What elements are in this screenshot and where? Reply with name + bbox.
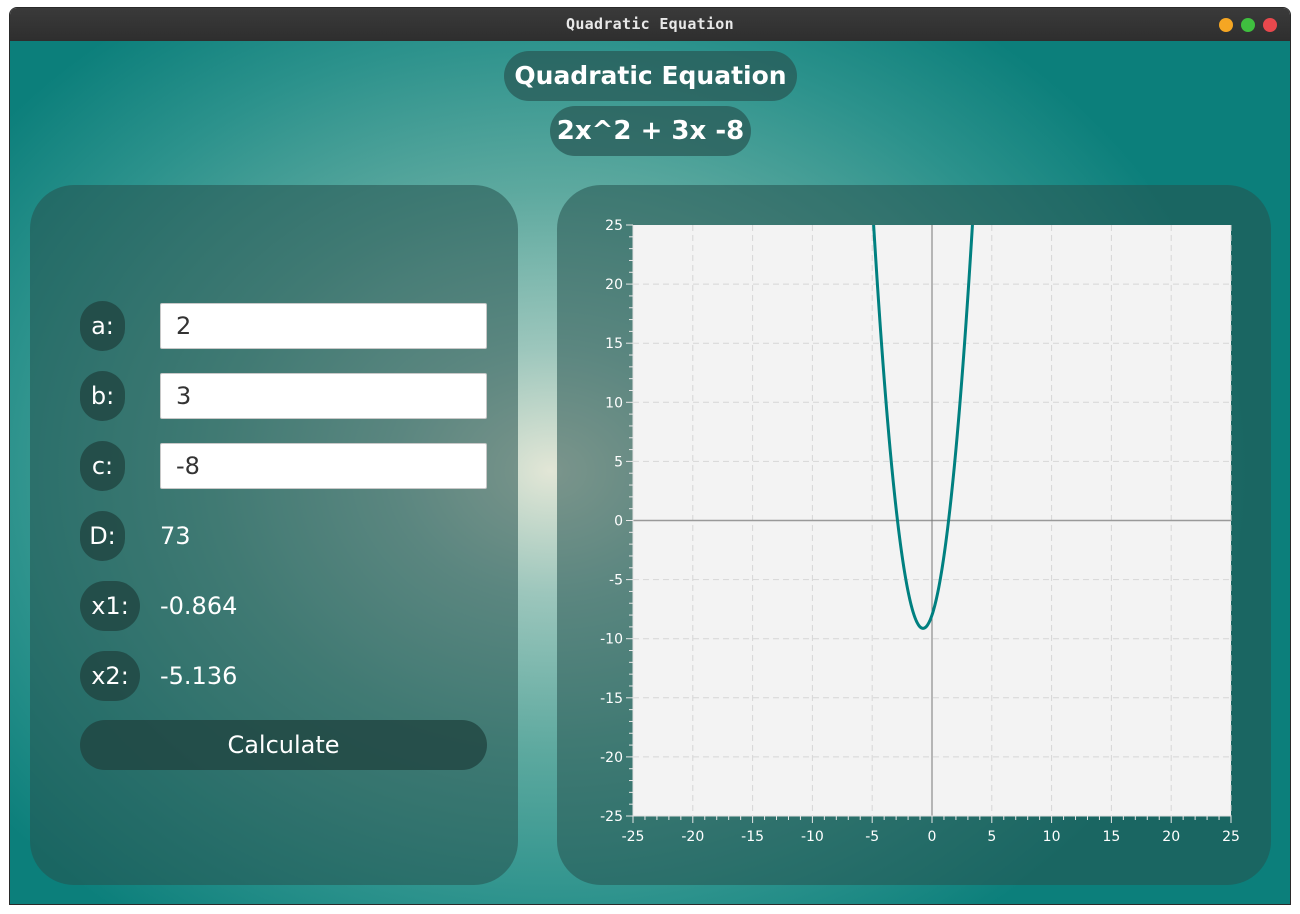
- x-tick-label: 10: [1043, 829, 1061, 845]
- input-panel: a: b: c: D: 73 x1: -0.864 x2: -5.136 Cal…: [30, 185, 518, 885]
- x-tick-label: -5: [865, 829, 879, 845]
- y-tick-label: -10: [600, 632, 623, 648]
- zero-axes: [633, 225, 1231, 816]
- discriminant-value: 73: [160, 522, 191, 550]
- c-label: c:: [80, 441, 125, 491]
- title-bar[interactable]: Quadratic Equation: [10, 8, 1290, 41]
- maximize-button[interactable]: [1241, 18, 1255, 32]
- y-tick-label: -20: [600, 750, 623, 766]
- x-tick-label: -15: [741, 829, 764, 845]
- y-tick-label: 10: [605, 395, 623, 411]
- x-tick-label: 5: [987, 829, 996, 845]
- x-tick-label: 20: [1162, 829, 1180, 845]
- x1-label: x1:: [80, 581, 140, 631]
- b-input[interactable]: [160, 373, 487, 419]
- chart-panel: -25 -20 -15 -10 -5 0 5 10 15 20 25 25 20 15 10 5 0 -5 -10 -…: [557, 185, 1271, 885]
- a-label: a:: [80, 301, 125, 351]
- close-button[interactable]: [1263, 18, 1277, 32]
- x2-value: -5.136: [160, 662, 238, 690]
- equation-display: 2x^2 + 3x -8: [550, 106, 751, 156]
- discriminant-label: D:: [80, 511, 125, 561]
- x-tick-label: -20: [681, 829, 704, 845]
- y-tick-label: 0: [614, 514, 623, 530]
- quadratic-chart: -25 -20 -15 -10 -5 0 5 10 15 20 25 25 20 15 10 5 0 -5 -10 -…: [600, 218, 1240, 845]
- page-title: Quadratic Equation: [504, 51, 797, 101]
- x1-value: -0.864: [160, 592, 238, 620]
- x-tick-label: -10: [801, 829, 824, 845]
- app-content: Quadratic Equation 2x^2 + 3x -8 a: b: c:…: [10, 41, 1290, 904]
- axis-ticks: [626, 224, 1232, 823]
- y-tick-label: -25: [600, 809, 623, 825]
- y-tick-label: 25: [605, 218, 623, 234]
- tick-labels: -25 -20 -15 -10 -5 0 5 10 15 20 25 25 20 15 10 5 0 -5 -10 -…: [600, 218, 1240, 845]
- b-label: b:: [80, 371, 125, 421]
- c-input[interactable]: [160, 443, 487, 489]
- x-tick-label: 15: [1102, 829, 1120, 845]
- x-tick-label: -25: [622, 829, 645, 845]
- x2-label: x2:: [80, 651, 140, 701]
- app-window: Quadratic Equation Quadratic Equation 2x…: [9, 7, 1291, 905]
- y-tick-label: -5: [609, 573, 623, 589]
- y-tick-label: -15: [600, 691, 623, 707]
- minimize-button[interactable]: [1219, 18, 1233, 32]
- parabola-curve: [872, 225, 974, 630]
- window-title: Quadratic Equation: [566, 15, 734, 33]
- a-input[interactable]: [160, 303, 487, 349]
- calculate-button[interactable]: Calculate: [80, 720, 487, 770]
- y-tick-label: 5: [614, 454, 623, 470]
- y-tick-label: 20: [605, 277, 623, 293]
- x-tick-label: 0: [928, 829, 937, 845]
- x-tick-label: 25: [1222, 829, 1240, 845]
- y-tick-label: 15: [605, 336, 623, 352]
